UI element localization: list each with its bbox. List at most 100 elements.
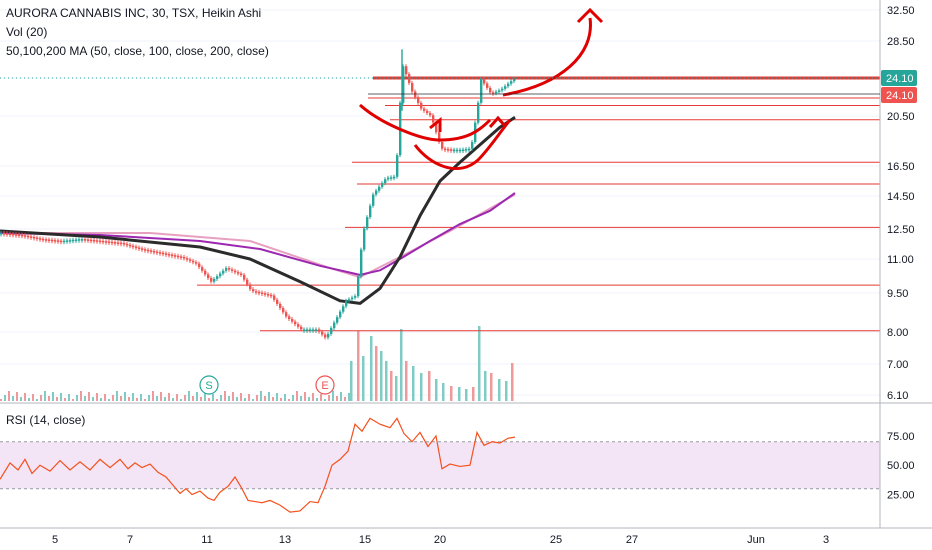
candle: [423, 108, 426, 111]
volume-bar: [340, 392, 342, 401]
volume-bar: [52, 392, 54, 401]
volume-bar: [28, 398, 30, 401]
price-tick: 12.50: [887, 224, 915, 236]
candle: [273, 295, 276, 300]
candle: [510, 81, 513, 84]
volume-bar: [316, 398, 318, 401]
candle: [102, 240, 105, 243]
candle: [387, 177, 390, 180]
candle: [231, 269, 234, 271]
volume-bar: [36, 399, 38, 401]
candle: [225, 268, 228, 271]
candle: [168, 254, 171, 256]
volume-bar: [498, 379, 501, 401]
volume-bar: [357, 331, 360, 401]
candle: [459, 149, 462, 152]
volume-bar: [216, 399, 218, 401]
time-tick: 7: [127, 534, 133, 546]
volume-bar: [148, 395, 150, 401]
time-tick: 13: [279, 534, 291, 546]
ma-line: [0, 192, 516, 276]
volume-bar: [248, 394, 250, 401]
candle: [162, 252, 165, 255]
price-axis[interactable]: 32.50 28.50 20.50 16.50 14.50 12.50 11.00 9.50 8…: [887, 5, 915, 402]
last-price-badge: [881, 70, 917, 86]
volume-bar: [68, 394, 70, 401]
rsi-legend: RSI (14, close): [6, 413, 86, 427]
volume-bar: [116, 391, 118, 401]
event-marker: [315, 375, 335, 395]
volume-bar: [196, 392, 198, 401]
volume-bar: [192, 396, 194, 401]
time-tick: 27: [626, 534, 638, 546]
candle: [450, 149, 453, 151]
volume-bar: [76, 395, 78, 401]
candle: [24, 235, 27, 237]
volume-bar: [336, 396, 338, 401]
candle: [384, 179, 387, 184]
volume-bar: [112, 395, 114, 401]
candle: [213, 278, 216, 282]
candle: [93, 240, 96, 242]
volume-bar: [276, 393, 278, 401]
candle: [54, 240, 57, 242]
volume-bar: [92, 397, 94, 401]
candle: [267, 294, 270, 296]
volume-bar: [244, 398, 246, 401]
candle: [420, 102, 423, 109]
volume-bar: [472, 387, 475, 401]
candle: [300, 326, 303, 330]
volume-bar: [252, 399, 254, 401]
candle: [477, 102, 480, 123]
volume-bar: [128, 397, 130, 401]
candle: [21, 234, 24, 237]
volume-bar: [320, 394, 322, 401]
rsi-tick: 25.00: [887, 490, 915, 502]
volume-bar: [458, 387, 461, 401]
volume-bar: [212, 394, 214, 401]
candle: [159, 252, 162, 254]
rsi-axis[interactable]: 75.00 50.00 25.00: [887, 431, 915, 502]
candle: [114, 242, 117, 244]
volume-bar: [412, 366, 415, 401]
candle: [198, 263, 201, 268]
candle: [339, 311, 342, 318]
candle: [351, 297, 354, 300]
candle: [357, 276, 360, 297]
volume-bar: [160, 392, 162, 401]
volume-bar: [208, 398, 210, 401]
volume-bar: [8, 391, 10, 401]
candle: [480, 79, 483, 103]
candle: [255, 291, 258, 293]
candle: [150, 250, 153, 252]
swoop-arrow-head: [576, 7, 604, 24]
time-tick: 11: [201, 534, 212, 546]
volume-bar: [124, 392, 126, 401]
volume-bar: [428, 371, 431, 401]
candle: [126, 243, 129, 246]
volume-bar: [236, 397, 238, 401]
candle: [264, 293, 267, 295]
volume-bar: [256, 395, 258, 401]
candle: [363, 228, 366, 250]
candle: [51, 239, 54, 242]
time-axis[interactable]: 5 7 11 13 15 20 25 27 Jun 3: [52, 534, 829, 546]
volume-bar: [48, 396, 50, 401]
candle: [33, 237, 36, 239]
time-tick: 3: [823, 534, 829, 546]
candle: [39, 238, 42, 240]
candle: [90, 239, 93, 242]
candle: [84, 239, 87, 241]
volume-bar: [100, 398, 102, 401]
candle: [501, 88, 504, 91]
candle: [75, 239, 78, 241]
candle: [348, 299, 351, 301]
candle: [495, 91, 498, 94]
candle: [492, 92, 495, 94]
volume-bar: [296, 391, 298, 401]
candle: [297, 324, 300, 327]
candle: [174, 255, 177, 257]
symbol-legend: AURORA CANNABIS INC, 30, TSX, Heikin Ash…: [6, 6, 262, 20]
